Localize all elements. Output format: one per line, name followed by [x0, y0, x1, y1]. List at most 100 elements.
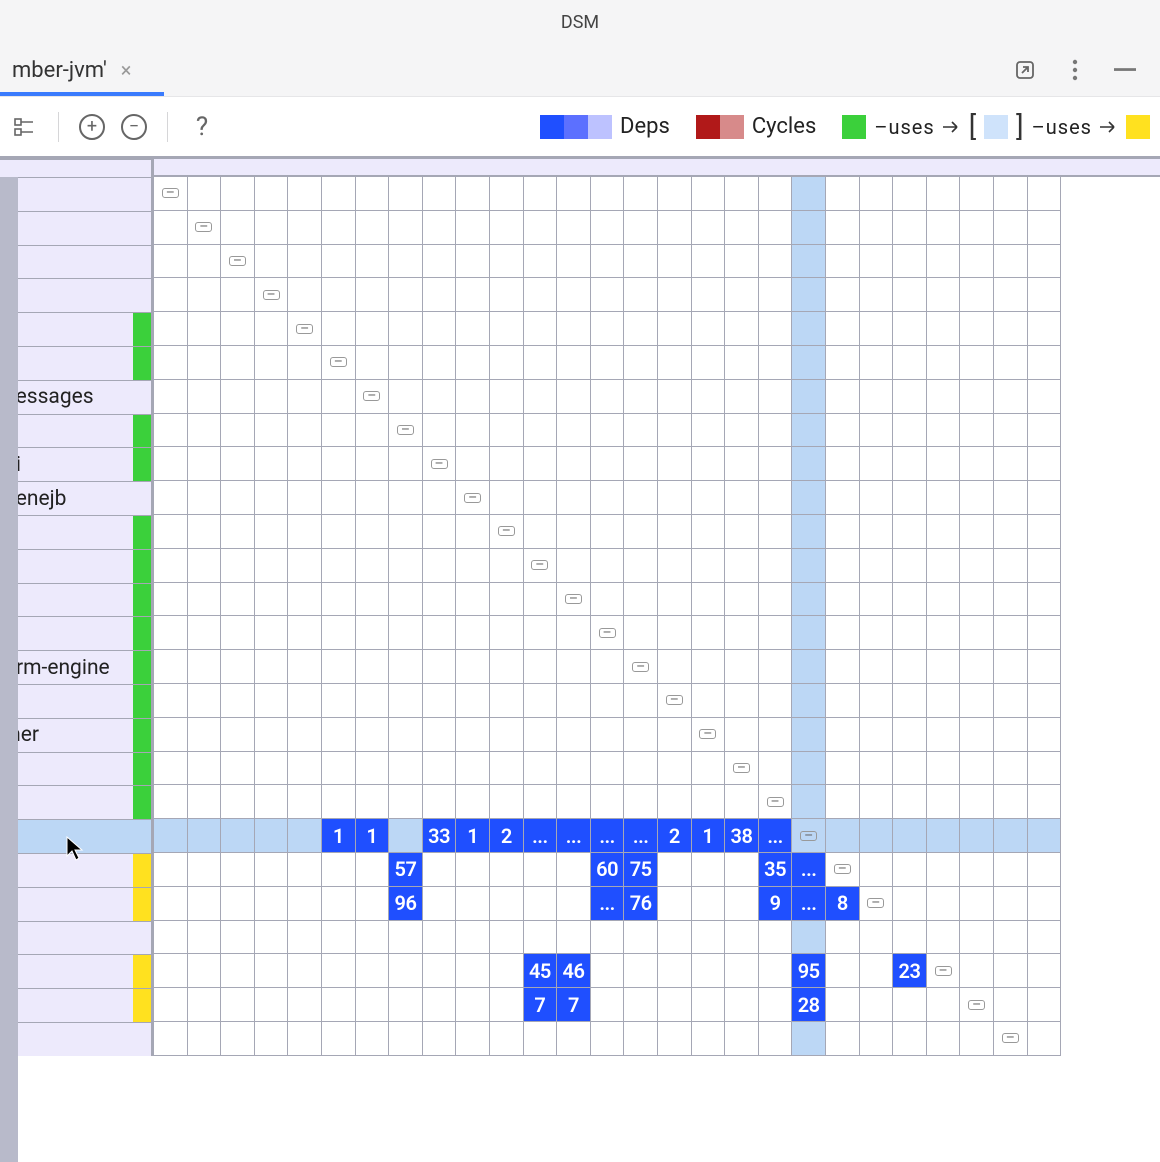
- matrix-cell[interactable]: [759, 616, 793, 650]
- matrix-cell[interactable]: [188, 414, 222, 448]
- matrix-cell[interactable]: [255, 785, 289, 819]
- matrix-cell[interactable]: [188, 887, 222, 921]
- matrix-cell[interactable]: [456, 177, 490, 211]
- matrix-cell[interactable]: [557, 481, 591, 515]
- matrix-cell[interactable]: [658, 211, 692, 245]
- matrix-cell[interactable]: [792, 211, 826, 245]
- more-icon[interactable]: [1064, 59, 1086, 81]
- matrix-cell[interactable]: –: [624, 650, 658, 684]
- matrix-cell[interactable]: [591, 785, 625, 819]
- matrix-cell[interactable]: [188, 616, 222, 650]
- matrix-cell[interactable]: [389, 718, 423, 752]
- matrix-cell[interactable]: [759, 549, 793, 583]
- matrix-cell[interactable]: [524, 887, 558, 921]
- matrix-cell[interactable]: [1028, 853, 1062, 887]
- matrix-cell[interactable]: [960, 278, 994, 312]
- matrix-cell[interactable]: [490, 447, 524, 481]
- matrix-cell[interactable]: [322, 583, 356, 617]
- dependency-cell[interactable]: 23: [893, 954, 927, 988]
- matrix-cell[interactable]: [389, 819, 423, 853]
- matrix-cell[interactable]: [591, 752, 625, 786]
- matrix-cell[interactable]: [860, 785, 894, 819]
- matrix-cell[interactable]: [692, 414, 726, 448]
- matrix-cell[interactable]: [188, 245, 222, 279]
- matrix-cell[interactable]: –: [725, 752, 759, 786]
- matrix-cell[interactable]: [860, 988, 894, 1022]
- matrix-cell[interactable]: [860, 414, 894, 448]
- matrix-cell[interactable]: [1028, 346, 1062, 380]
- matrix-cell[interactable]: [154, 481, 188, 515]
- matrix-cell[interactable]: [557, 684, 591, 718]
- matrix-cell[interactable]: [893, 684, 927, 718]
- matrix-cell[interactable]: [725, 583, 759, 617]
- matrix-cell[interactable]: –: [792, 819, 826, 853]
- matrix-cell[interactable]: [557, 718, 591, 752]
- matrix-cell[interactable]: [994, 211, 1028, 245]
- matrix-cell[interactable]: [692, 988, 726, 1022]
- matrix-cell[interactable]: [1028, 1022, 1062, 1056]
- matrix-cell[interactable]: [591, 447, 625, 481]
- matrix-cell[interactable]: [927, 245, 961, 279]
- matrix-cell[interactable]: [692, 211, 726, 245]
- matrix-cell[interactable]: [389, 650, 423, 684]
- matrix-cell[interactable]: –: [356, 380, 390, 414]
- matrix-cell[interactable]: [389, 481, 423, 515]
- matrix-cell[interactable]: [725, 785, 759, 819]
- matrix-cell[interactable]: [255, 718, 289, 752]
- row-header[interactable]: [0, 278, 154, 312]
- matrix-cell[interactable]: [288, 447, 322, 481]
- matrix-cell[interactable]: [288, 887, 322, 921]
- matrix-cell[interactable]: [557, 853, 591, 887]
- matrix-cell[interactable]: [826, 312, 860, 346]
- matrix-cell[interactable]: [759, 684, 793, 718]
- matrix-cell[interactable]: [759, 346, 793, 380]
- matrix-cell[interactable]: [389, 684, 423, 718]
- matrix-cell[interactable]: [188, 684, 222, 718]
- matrix-cell[interactable]: [524, 1022, 558, 1056]
- row-header[interactable]: [0, 785, 154, 819]
- matrix-cell[interactable]: [725, 447, 759, 481]
- matrix-cell[interactable]: [322, 245, 356, 279]
- matrix-cell[interactable]: [994, 245, 1028, 279]
- row-header[interactable]: [0, 684, 154, 718]
- matrix-cell[interactable]: [221, 211, 255, 245]
- matrix-cell[interactable]: [658, 616, 692, 650]
- matrix-cell[interactable]: [456, 278, 490, 312]
- matrix-cell[interactable]: [960, 515, 994, 549]
- matrix-cell[interactable]: [356, 583, 390, 617]
- matrix-cell[interactable]: [692, 887, 726, 921]
- matrix-cell[interactable]: [288, 718, 322, 752]
- matrix-cell[interactable]: [692, 954, 726, 988]
- dependency-cell[interactable]: 60: [591, 853, 625, 887]
- matrix-cell[interactable]: [826, 380, 860, 414]
- matrix-cell[interactable]: [1028, 616, 1062, 650]
- matrix-cell[interactable]: [288, 481, 322, 515]
- matrix-cell[interactable]: [423, 887, 457, 921]
- matrix-cell[interactable]: [423, 380, 457, 414]
- matrix-cell[interactable]: [759, 650, 793, 684]
- dependency-cell[interactable]: ...: [591, 887, 625, 921]
- matrix-cell[interactable]: [557, 752, 591, 786]
- matrix-cell[interactable]: [624, 414, 658, 448]
- matrix-cell[interactable]: [1028, 650, 1062, 684]
- matrix-cell[interactable]: [423, 718, 457, 752]
- matrix-cell[interactable]: [692, 616, 726, 650]
- matrix-cell[interactable]: [456, 211, 490, 245]
- matrix-cell[interactable]: [792, 583, 826, 617]
- matrix-cell[interactable]: [557, 616, 591, 650]
- matrix-cell[interactable]: [490, 785, 524, 819]
- matrix-cell[interactable]: [826, 211, 860, 245]
- matrix-cell[interactable]: [322, 752, 356, 786]
- matrix-cell[interactable]: [154, 752, 188, 786]
- matrix-cell[interactable]: [389, 954, 423, 988]
- matrix-cell[interactable]: [154, 954, 188, 988]
- matrix-cell[interactable]: [960, 954, 994, 988]
- matrix-cell[interactable]: [524, 346, 558, 380]
- matrix-cell[interactable]: [1028, 245, 1062, 279]
- matrix-cell[interactable]: [725, 211, 759, 245]
- matrix-cell[interactable]: [658, 380, 692, 414]
- matrix-cell[interactable]: [792, 684, 826, 718]
- matrix-cell[interactable]: [255, 752, 289, 786]
- matrix-cell[interactable]: [591, 583, 625, 617]
- matrix-cell[interactable]: –: [860, 887, 894, 921]
